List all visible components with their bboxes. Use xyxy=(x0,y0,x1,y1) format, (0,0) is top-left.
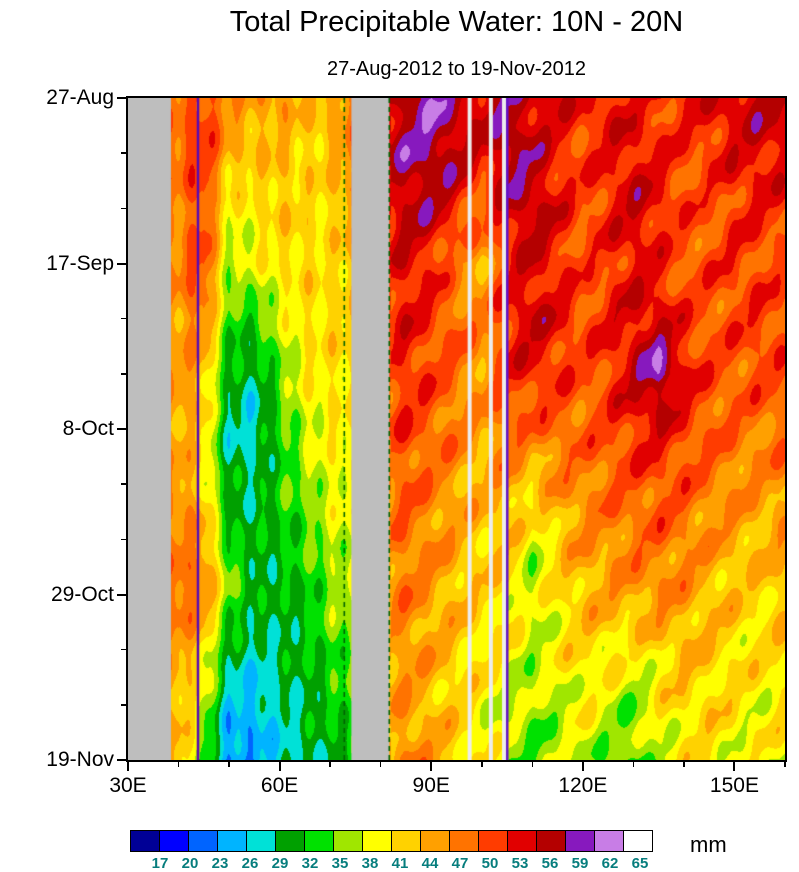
x-minor-tick xyxy=(531,762,534,767)
colorbar-tick-label: 44 xyxy=(421,855,439,872)
colorbar-tick-label: 50 xyxy=(481,855,499,872)
x-tick-label: 150E xyxy=(709,774,759,797)
colorbar-segment xyxy=(391,830,421,852)
x-tick xyxy=(581,762,584,771)
colorbar-segment xyxy=(594,830,624,852)
x-minor-tick xyxy=(177,762,180,767)
x-minor-tick xyxy=(683,762,685,767)
y-minor-tick xyxy=(121,483,126,485)
colorbar-tick-label: 32 xyxy=(301,855,319,872)
y-minor-tick xyxy=(121,648,126,651)
figure-title: Total Precipitable Water: 10N - 20N xyxy=(229,6,684,38)
colorbar-segment xyxy=(478,830,508,852)
colorbar-segment xyxy=(159,830,189,852)
colorbar-tick-label: 29 xyxy=(271,855,289,872)
y-tick xyxy=(117,262,126,265)
colorbar-segment xyxy=(246,830,276,852)
x-minor-tick xyxy=(228,762,230,767)
y-minor-tick xyxy=(121,207,126,210)
figure-subtitle: 27-Aug-2012 to 19-Nov-2012 xyxy=(326,58,587,80)
colorbar-segment xyxy=(304,830,334,852)
x-minor-tick xyxy=(481,762,483,767)
x-tick-label: 90E xyxy=(412,774,450,797)
x-minor-tick xyxy=(632,762,635,767)
colorbar-segment xyxy=(449,830,479,852)
hovmoller-heatmap-canvas xyxy=(128,98,785,760)
colorbar-tick-label: 47 xyxy=(451,855,469,872)
y-tick xyxy=(117,593,126,596)
colorbar-tick-label: 20 xyxy=(181,855,199,872)
y-tick-label: 19-Nov xyxy=(46,748,114,771)
y-minor-tick xyxy=(121,538,126,541)
colorbar-segment xyxy=(507,830,537,852)
y-tick xyxy=(117,97,126,99)
colorbar-units-label: mm xyxy=(690,832,727,857)
colorbar-tick-label: 17 xyxy=(151,855,169,872)
colorbar-tick-label: 41 xyxy=(391,855,409,872)
x-tick xyxy=(278,762,281,771)
x-tick xyxy=(430,762,433,771)
y-tick-label: 17-Sep xyxy=(46,251,114,275)
plot-area xyxy=(126,96,787,762)
colorbar-segment xyxy=(188,830,218,852)
x-tick xyxy=(127,762,129,771)
colorbar-segment xyxy=(623,830,653,852)
y-tick-label: 27-Aug xyxy=(46,86,114,109)
y-tick xyxy=(117,428,126,430)
y-minor-tick xyxy=(121,704,126,706)
x-tick xyxy=(733,762,736,771)
y-tick-label: 29-Oct xyxy=(50,582,114,606)
y-minor-tick xyxy=(121,152,126,154)
colorbar-tick-label: 35 xyxy=(331,855,349,872)
colorbar-segment xyxy=(565,830,595,852)
colorbar-tick-label: 56 xyxy=(541,855,559,872)
colorbar-segment xyxy=(217,830,247,852)
colorbar-tick-label: 23 xyxy=(211,855,229,872)
colorbar-tick-label: 65 xyxy=(631,855,649,872)
colorbar-segment xyxy=(362,830,392,852)
x-tick-label: 120E xyxy=(558,774,608,797)
colorbar-tick-label: 53 xyxy=(511,855,529,872)
colorbar-tick-label: 26 xyxy=(241,855,259,872)
x-tick-label: 30E xyxy=(109,774,147,797)
x-minor-tick xyxy=(784,762,786,767)
y-tick xyxy=(117,759,126,761)
y-minor-tick xyxy=(121,317,126,320)
colorbar-tick-label: 59 xyxy=(571,855,589,872)
colorbar-segment xyxy=(130,830,160,852)
colorbar-tick-label: 38 xyxy=(361,855,379,872)
colorbar-tick-label: 62 xyxy=(601,855,619,872)
colorbar-segment xyxy=(536,830,566,852)
x-tick-label: 60E xyxy=(260,774,299,797)
y-tick-label: 8-Oct xyxy=(62,417,114,440)
colorbar-segment xyxy=(420,830,450,852)
x-minor-tick xyxy=(329,762,331,767)
x-minor-tick xyxy=(379,762,382,767)
colorbar-segment xyxy=(333,830,363,852)
colorbar-segment xyxy=(275,830,305,852)
y-minor-tick xyxy=(121,373,126,375)
colorbar xyxy=(130,830,653,852)
